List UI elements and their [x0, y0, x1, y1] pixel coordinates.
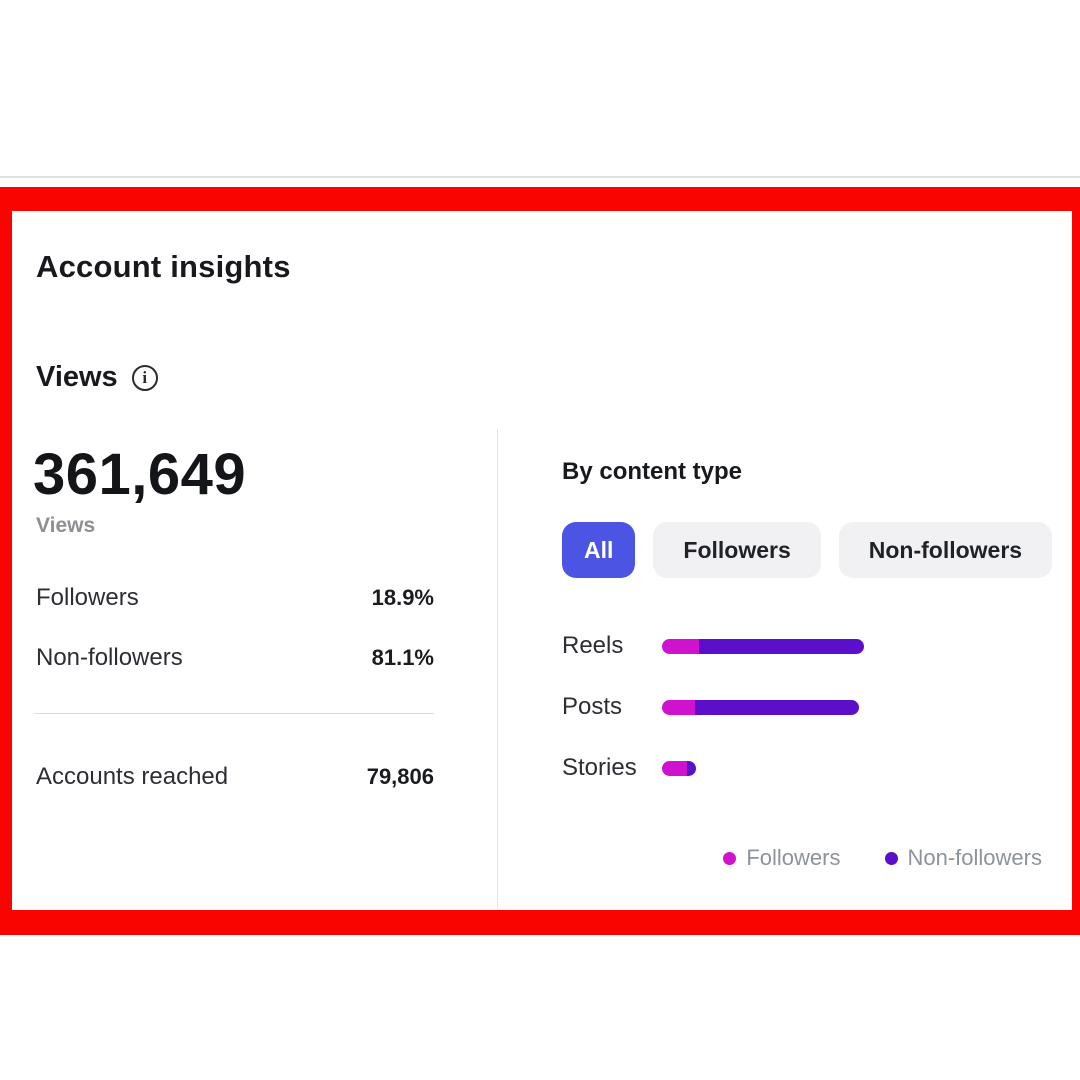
bar-category-label: Reels — [562, 632, 624, 659]
chart-row-reels: Reels — [562, 631, 864, 661]
views-total-label: Views — [36, 514, 96, 537]
chart-row-stories: Stories — [562, 753, 864, 783]
stacked-bar — [662, 699, 859, 715]
bar-category-label: Stories — [562, 754, 637, 781]
breakdown-label: Followers — [36, 584, 139, 611]
legend-dot-icon — [723, 851, 737, 865]
content-type-chart: Reels Posts Stories — [562, 631, 864, 814]
legend-dot-icon — [884, 851, 898, 865]
accounts-reached-label: Accounts reached — [36, 763, 229, 790]
views-total-value: 361,649 — [33, 442, 247, 507]
bar-segment-non-followers — [695, 699, 859, 715]
breakdown-value: 81.1% — [371, 645, 434, 670]
bar-segment-followers — [662, 760, 687, 776]
tab-followers[interactable]: Followers — [653, 522, 821, 578]
info-icon[interactable]: i — [131, 364, 158, 391]
legend-label: Non-followers — [907, 845, 1043, 870]
chart-legend: Followers Non-followers — [723, 845, 1042, 871]
page-title: Account insights — [36, 249, 291, 284]
breakdown-row-non-followers: Non-followers 81.1% — [36, 643, 434, 673]
vertical-divider — [497, 429, 498, 909]
content-type-tabs: All Followers Non-followers — [562, 522, 1053, 578]
stacked-bar — [662, 760, 696, 776]
legend-item-non-followers: Non-followers — [884, 845, 1043, 871]
bar-track — [662, 638, 864, 654]
chart-row-posts: Posts — [562, 692, 864, 722]
horizontal-divider — [34, 713, 434, 714]
accounts-reached-row: Accounts reached 79,806 — [36, 763, 434, 791]
bar-track — [662, 699, 864, 715]
legend-item-followers: Followers — [723, 845, 841, 871]
tab-all[interactable]: All — [562, 522, 636, 578]
breakdown-label: Non-followers — [36, 644, 183, 671]
breakdown-value: 18.9% — [371, 585, 434, 610]
top-divider-line — [0, 176, 1080, 178]
bar-category-label: Posts — [562, 693, 623, 720]
bar-track — [662, 760, 864, 776]
stacked-bar — [662, 638, 864, 654]
account-insights-panel: Account insights Views i 361,649 Views F… — [12, 211, 1072, 910]
bar-segment-followers — [662, 638, 700, 654]
account-insights-panel-red-frame: Account insights Views i 361,649 Views F… — [0, 187, 1080, 935]
legend-label: Followers — [746, 845, 841, 870]
content-type-title: By content type — [562, 458, 743, 485]
views-section-header: Views i — [36, 361, 158, 394]
breakdown-row-followers: Followers 18.9% — [36, 583, 434, 613]
views-section-title: Views — [36, 361, 118, 393]
accounts-reached-value: 79,806 — [366, 764, 434, 789]
bar-segment-followers — [662, 699, 696, 715]
tab-non-followers[interactable]: Non-followers — [838, 522, 1053, 578]
views-breakdown-list: Followers 18.9% Non-followers 81.1% — [36, 583, 434, 703]
bar-segment-non-followers — [699, 638, 864, 654]
bar-segment-non-followers — [686, 760, 696, 776]
